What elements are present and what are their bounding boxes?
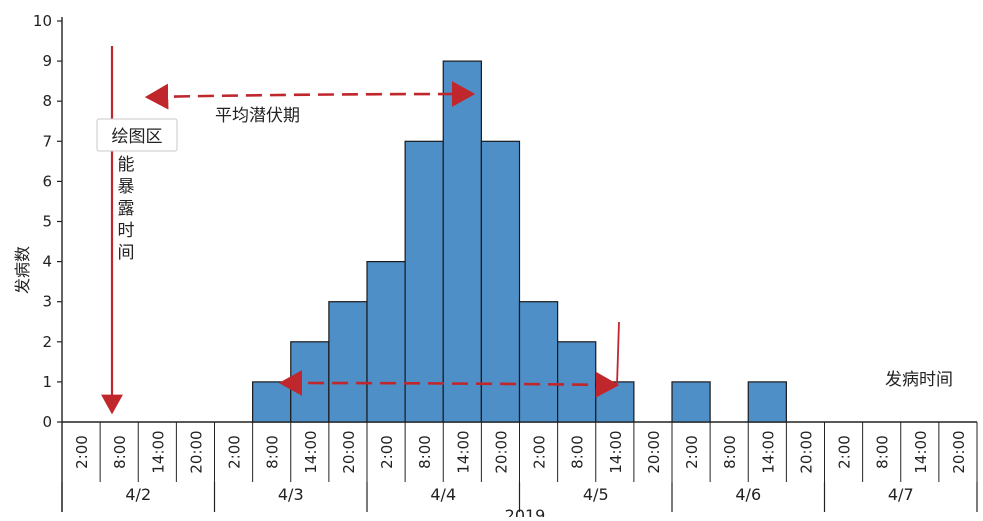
bar (366, 261, 406, 423)
x-time-tick-label: 8:00 (721, 435, 739, 469)
y-tick-label: 8 (42, 92, 52, 110)
mean-incubation-arrow (144, 81, 476, 110)
x-time-tick-label: 2:00 (226, 435, 244, 469)
y-tick-label: 2 (42, 333, 52, 351)
y-axis-label: 发病数 (13, 246, 32, 294)
y-tick-label: 7 (42, 132, 52, 150)
x-day-label: 4/4 (430, 485, 456, 504)
y-tick-label: 9 (42, 52, 52, 70)
x-day-label: 4/2 (125, 485, 151, 504)
exposure-time-char: 时 (118, 221, 135, 241)
plot-area-tag-box (96, 118, 178, 152)
x-time-tick-label: 14:00 (302, 430, 320, 473)
plot-area-tag-label: 绘图区 (112, 127, 163, 147)
bar (747, 381, 787, 423)
x-time-tick-label: 2:00 (683, 435, 701, 469)
y-tick-label: 5 (42, 213, 52, 231)
x-day-label: 4/7 (888, 485, 914, 504)
bar (595, 381, 635, 423)
x-time-tick-label: 20:00 (492, 430, 510, 473)
y-tick-label: 4 (42, 253, 52, 271)
x-time-tick-label: 8:00 (416, 435, 434, 469)
mean-incubation-label: 平均潜伏期 (215, 106, 300, 126)
x-time-tick-label: 2:00 (73, 435, 91, 469)
exposure-time-char: 暴 (118, 177, 135, 197)
bar (252, 381, 292, 423)
x-time-tick-label: 14:00 (912, 430, 930, 473)
x-time-tick-label: 20:00 (797, 430, 815, 473)
y-tick-label: 3 (42, 293, 52, 311)
exposure-time-char: 间 (118, 243, 135, 263)
x-time-tick-label: 20:00 (187, 430, 205, 473)
x-day-label: 4/3 (278, 485, 304, 504)
x-time-tick-label: 20:00 (645, 430, 663, 473)
bar (328, 301, 368, 423)
onset-end-marker (616, 321, 620, 386)
x-time-tick-label: 8:00 (264, 435, 282, 469)
x-axis-label: 2019 (505, 506, 546, 517)
bar (480, 140, 521, 423)
y-tick-label: 10 (33, 12, 52, 30)
x-time-tick-label: 20:00 (340, 430, 358, 473)
exposure-time-char: 能 (118, 155, 135, 175)
x-time-tick-label: 2:00 (378, 435, 396, 469)
exposure-time-label: 能暴露时间 (118, 155, 135, 263)
bar (404, 140, 444, 423)
x-time-tick-label: 14:00 (607, 430, 625, 473)
x-day-label: 4/5 (583, 485, 609, 504)
bar (518, 301, 559, 423)
x-time-tick-label: 2:00 (836, 435, 854, 469)
x-time-tick-label: 14:00 (149, 430, 167, 473)
x-time-tick-label: 8:00 (874, 435, 892, 469)
y-tick-label: 0 (42, 413, 52, 431)
x-time-tick-label: 14:00 (759, 430, 777, 473)
bar (557, 341, 597, 423)
x-time-tick-label: 8:00 (569, 435, 587, 469)
y-tick-label: 1 (42, 373, 52, 391)
bar (671, 381, 711, 423)
x-time-tick-label: 8:00 (111, 435, 129, 469)
x-time-tick-label: 14:00 (454, 430, 472, 473)
exposure-time-char: 露 (118, 199, 135, 219)
x-time-tick-label: 2:00 (531, 435, 549, 469)
onset-time-label: 发病时间 (885, 370, 953, 390)
bar (442, 60, 482, 423)
y-tick-label: 6 (42, 172, 52, 190)
x-time-tick-label: 20:00 (950, 430, 968, 473)
x-day-label: 4/6 (735, 485, 761, 504)
